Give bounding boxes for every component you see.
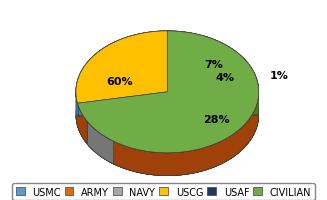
Text: 4%: 4% — [215, 72, 234, 82]
Polygon shape — [76, 93, 113, 164]
PathPatch shape — [76, 32, 167, 141]
PathPatch shape — [77, 32, 259, 153]
Text: 28%: 28% — [203, 114, 230, 124]
Ellipse shape — [76, 54, 259, 176]
Polygon shape — [76, 93, 259, 176]
Polygon shape — [76, 92, 259, 176]
Polygon shape — [77, 94, 259, 176]
Polygon shape — [76, 93, 259, 176]
Text: 1%: 1% — [269, 71, 288, 81]
Text: 7%: 7% — [204, 60, 223, 70]
PathPatch shape — [76, 32, 259, 153]
PathPatch shape — [76, 32, 259, 153]
Text: 60%: 60% — [106, 77, 133, 87]
PathPatch shape — [76, 32, 259, 153]
Legend: USMC, ARMY, NAVY, USCG, USAF, CIVILIAN: USMC, ARMY, NAVY, USCG, USAF, CIVILIAN — [12, 183, 315, 200]
